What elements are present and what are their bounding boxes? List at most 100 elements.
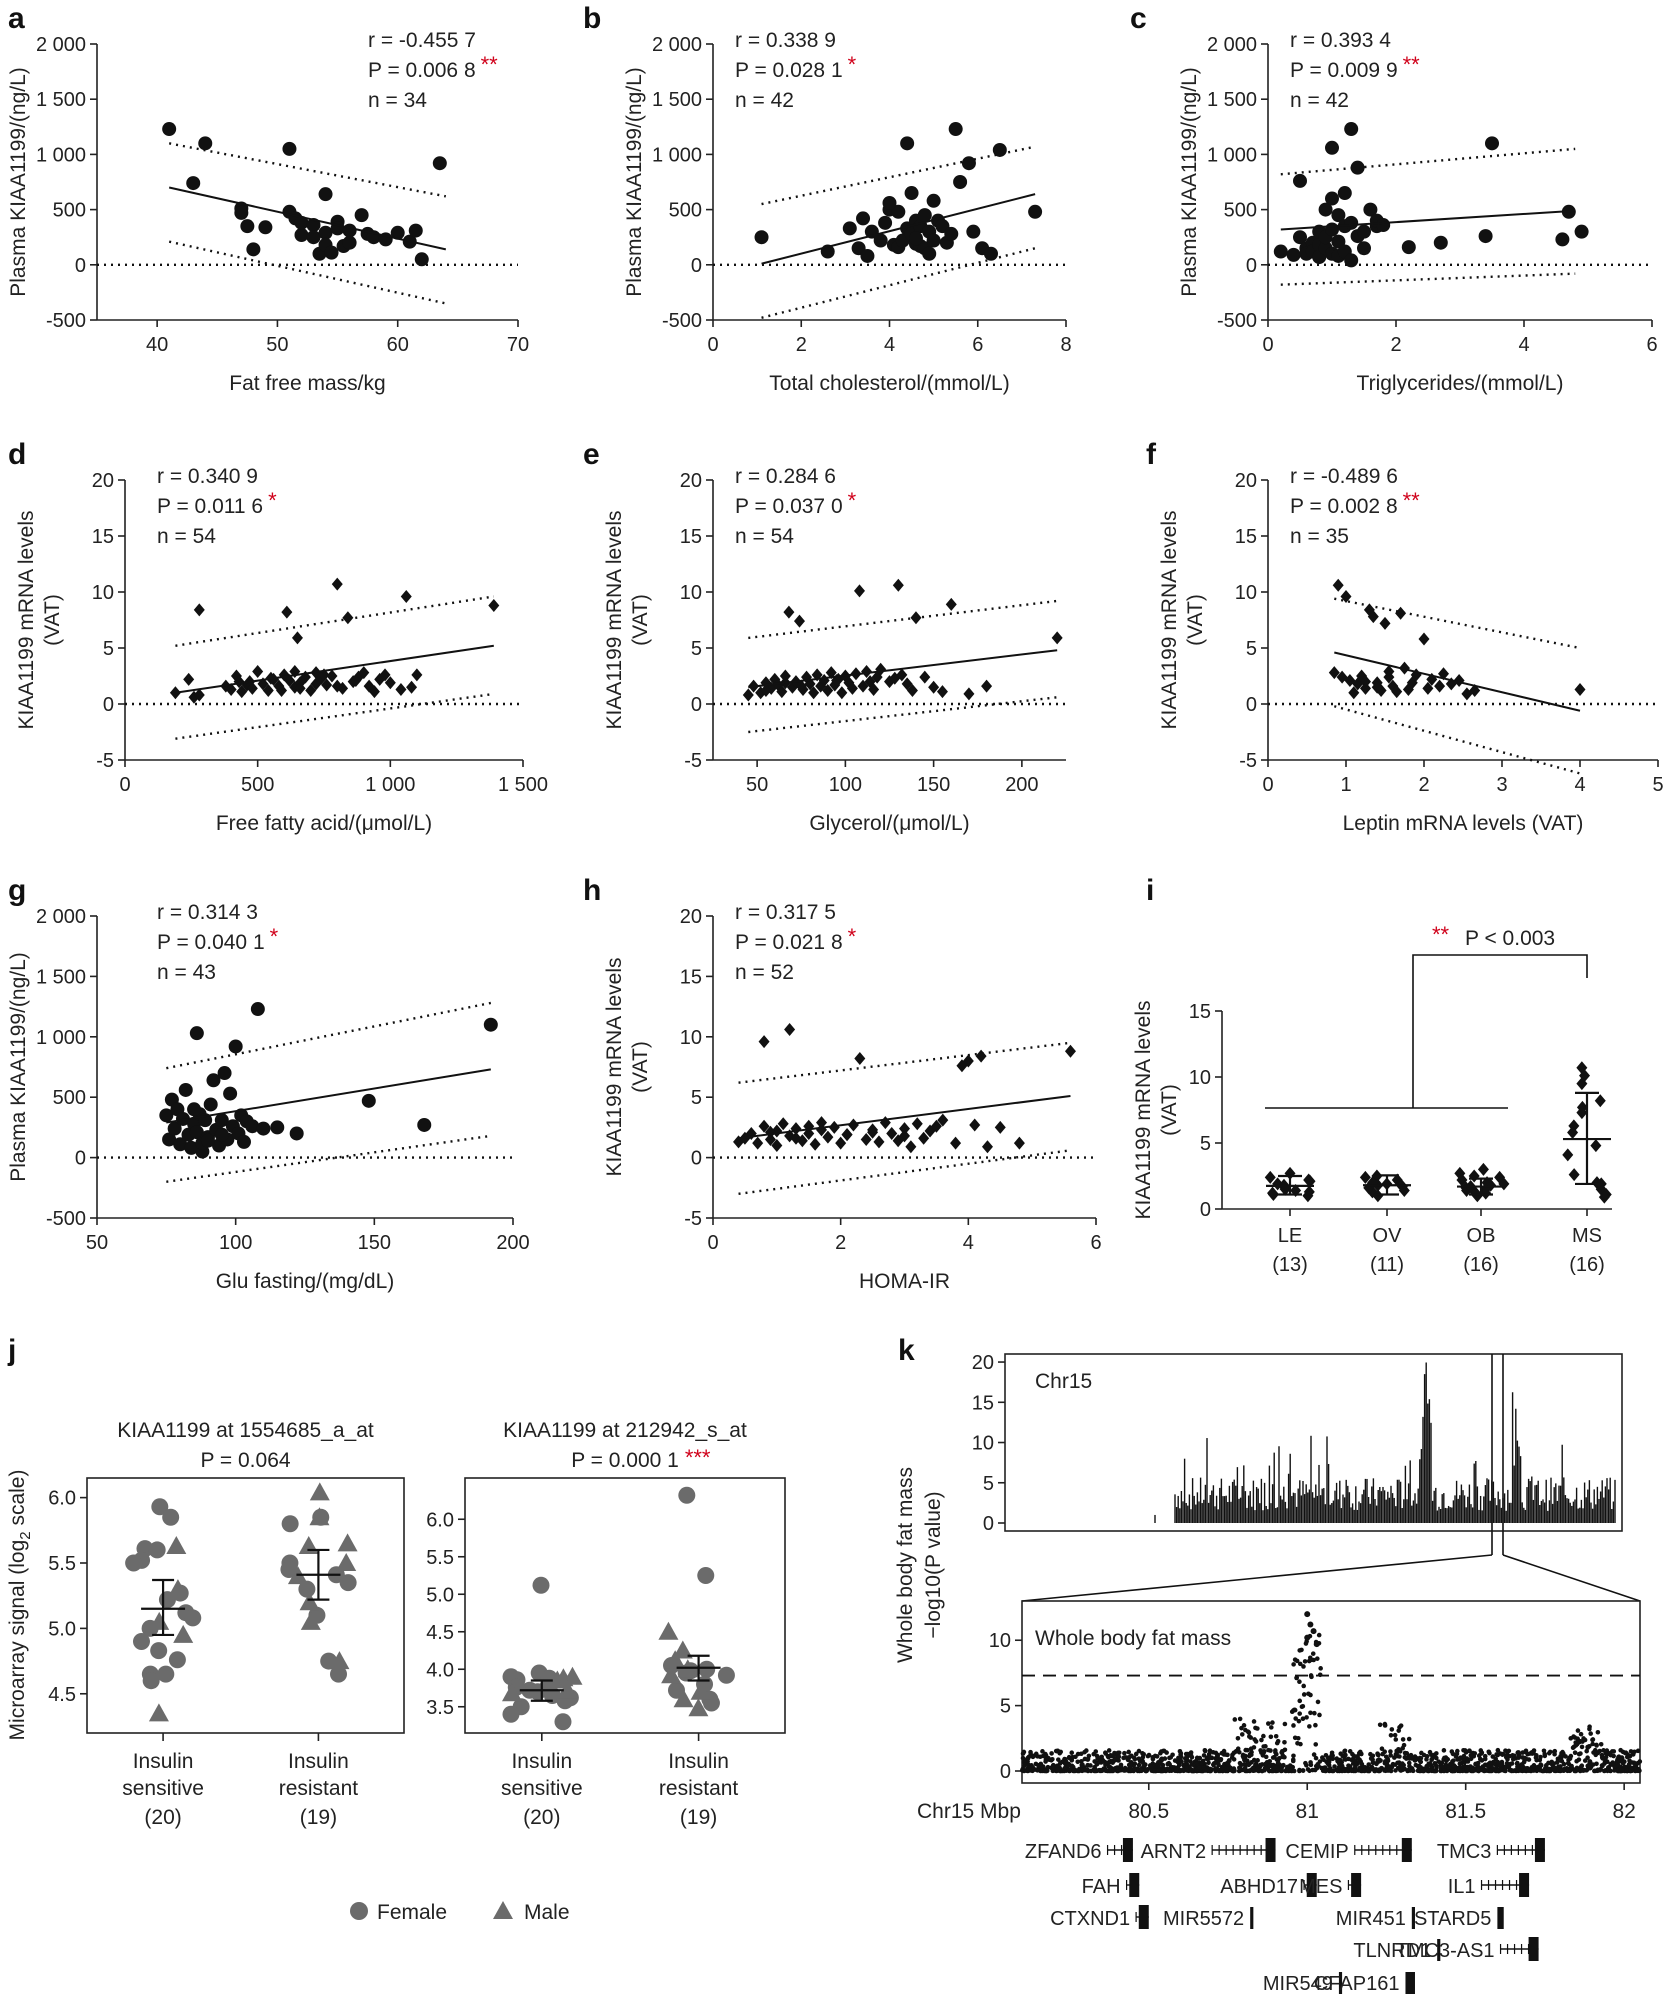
panel-i-comparison-bracket [1412,954,1588,1108]
panel-k-bottom-point [1392,1762,1398,1767]
panel-k-top-label: Chr15 [1035,1370,1092,1393]
panel-i-category-count: (13) [1272,1254,1308,1276]
panel-g-point [228,1039,243,1054]
panel-k-bottom-point [1534,1757,1539,1763]
panel-label-d: d [8,438,26,471]
panel-k-bottom-point [1245,1729,1251,1734]
panel-f-stat-r: r = -0.489 6 [1290,465,1398,488]
panel-g-point [289,1126,304,1141]
panel-k-bottom-point [1079,1758,1084,1764]
panel-k-bottom-point [1237,1716,1243,1722]
legend-female-label: Female [377,1901,447,1924]
panel-k-bottom-point [1251,1719,1257,1724]
panel-k-bottom-point [1297,1698,1303,1704]
panel-j-female-point [678,1486,696,1504]
panel-j-female-point [142,1672,160,1690]
panel-j-category-label: Insulin [511,1750,572,1773]
panel-k-bottom-point [1177,1748,1183,1754]
panel-k-bottom-point [1293,1716,1298,1721]
panel-k-bottom-point [1166,1760,1172,1766]
panel-e-point [776,685,788,699]
panel-k-bottom-point [1383,1768,1388,1774]
panel-f-x-tick-label: 1 [1340,774,1351,796]
gene-label: ABHD17 [1220,1876,1298,1898]
panel-d-ci-lower [175,692,494,740]
panel-k-bottom-point [1177,1768,1183,1774]
panel-f-point [1434,679,1446,693]
panel-k-bottom-point [1241,1723,1247,1728]
panel-k-bottom-point [1330,1756,1336,1762]
panel-b-stat-n: n = 42 [735,89,794,112]
panel-c-x-axis-label: Triglycerides/(mmol/L) [1357,372,1564,395]
panel-h-x-tick-label: 0 [707,1232,718,1254]
panel-e-point [910,611,922,625]
panel-g-x-tick-label: 50 [86,1232,108,1254]
panel-k-bottom-point [1291,1753,1296,1759]
panel-d-point [321,678,333,692]
panel-b-point [926,193,941,208]
panel-j-male-point [300,1611,321,1630]
panel-c-point [1286,247,1301,262]
panel-k-bottom-point [1396,1760,1402,1765]
panel-a-point [432,156,447,171]
panel-c-point [1478,229,1493,244]
panel-b-point [983,246,998,261]
panel-h-y-tick-label: 10 [680,1027,702,1049]
panel-k-bottom-point [1295,1735,1301,1741]
panel-d-stat-n: n = 54 [157,525,216,548]
panel-k-bottom-point [1351,1753,1357,1759]
panel-e-significance-stars: * [848,488,857,513]
gene-end-block [1138,1905,1149,1929]
panel-k-bottom-point [1311,1752,1317,1757]
panel-k-bottom-point [1259,1768,1265,1774]
panel-k-bottom-point [1365,1768,1371,1774]
panel-k-bottom-point [1304,1715,1309,1720]
panel-f-y-axis-label: KIAA1199 mRNA levels (VAT) [1158,510,1207,729]
panel-f-point [1418,632,1430,646]
panel-d-point [384,676,396,690]
panel-f-point [1328,666,1340,680]
panel-h-y-axis-label-line: KIAA1199 mRNA levels [603,957,626,1176]
panel-g-point [223,1086,238,1101]
panel-k-bottom-point [1618,1757,1623,1762]
panel-j-category-count: (19) [680,1806,717,1829]
panel-h-point [816,1116,828,1130]
panel-k-bottom-point [1485,1763,1491,1769]
panel-c-point [1485,136,1499,151]
panel-e-point [742,688,754,702]
panel-k-bottom-point [1592,1747,1598,1753]
panel-k-bottom-point [1042,1768,1048,1774]
panel-i-point [1454,1166,1466,1180]
panel-b-y-tick-label: 0 [691,255,702,277]
gene-label: CFAP161 [1314,1973,1400,1995]
panel-g: g -500 0 500 1 000 1 500 2 000 50 100 150 200 Plasm… [7,874,530,1293]
panel-j-female-point [184,1609,202,1627]
panel-k-bottom-point [1420,1768,1426,1773]
panel-k-bottom-point [1472,1751,1478,1756]
gene-label: TLNRD1 [1353,1940,1431,1962]
panel-g-point [173,1137,188,1152]
panel-k-bottom-point [1274,1751,1279,1757]
panel-c-stat-n: n = 42 [1290,89,1349,112]
panel-label-f: f [1146,438,1157,471]
panel-k-bottom-point [1295,1740,1300,1746]
panel-f-point [1367,610,1379,624]
panel-k-bottom-point [1368,1756,1374,1761]
panel-j-female-point [339,1574,357,1592]
panel-a-point [246,242,261,257]
gene-marker [1497,1907,1504,1929]
panel-i-category-count: (16) [1569,1254,1605,1276]
panel-e-point [868,682,880,696]
panel-k-zoom-connector [1502,1554,1641,1602]
panel-k-bottom-point [1285,1764,1290,1770]
panel-c-y-tick-label: 500 [1224,200,1257,222]
panel-i-y-axis-label: KIAA1199 mRNA levels (VAT) [1132,1000,1181,1219]
panel-j-subplot-p: P = 0.000 1 [571,1449,679,1472]
panel-k-bottom-point [1392,1755,1397,1760]
panel-k-x-tick-label: 81.5 [1445,1800,1486,1823]
panel-d-point [358,666,370,680]
panel-j-y-axis-label-part: scale) [6,1470,29,1532]
panel-b-point [922,246,937,261]
panel-h-point [969,1118,981,1132]
panel-k-bottom-point [1218,1756,1224,1762]
